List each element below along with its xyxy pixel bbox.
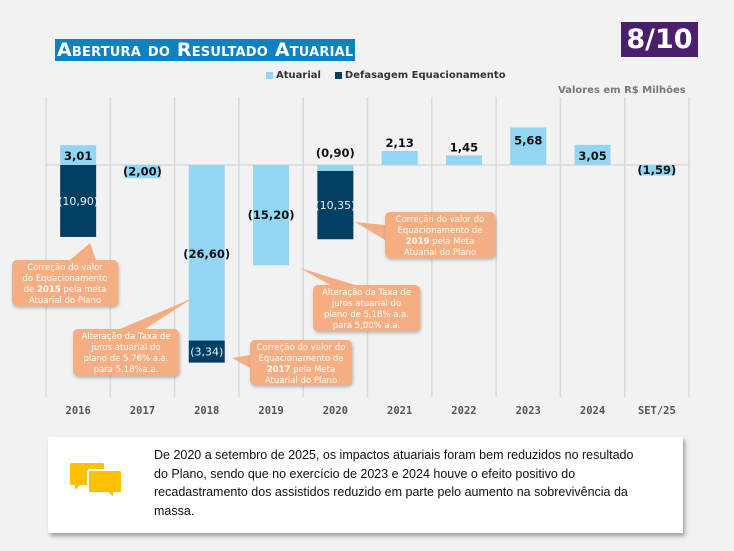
callout-line: para 5,00% a.a. — [332, 321, 401, 331]
page-title: Abertura do Resultado Atuarial — [55, 39, 356, 61]
callout-line: Equacionamento de — [397, 226, 483, 236]
x-tick-label: 2019 — [258, 405, 283, 417]
data-label-defasagem-2020: (10,35) — [315, 199, 355, 212]
legend-item-defasagem: Defasagem Equacionamento — [334, 70, 506, 81]
callout-line: plano de 5,76% a.a. — [83, 354, 169, 364]
callout-line: Atuarial do Plano — [403, 248, 477, 258]
callout-c2015: Correção do valor do Equacionamento de 201… — [12, 260, 118, 306]
x-tick-label: 2016 — [66, 405, 91, 417]
data-label-atuarial-2019: (15,20) — [248, 208, 295, 222]
bar-atuarial-2017 — [124, 165, 161, 179]
callout-line: Equacionamento de — [258, 354, 344, 364]
callout-pointer — [355, 222, 385, 240]
callout-line: Atuarial do Plano — [264, 376, 338, 386]
callout-line: Alteração da Taxa de — [81, 332, 171, 342]
callout-pointer — [300, 268, 355, 285]
x-tick-label: 2020 — [323, 405, 348, 417]
callout-line: Alteração da Taxa de — [321, 288, 412, 298]
data-label-atuarial-2021: 2,13 — [385, 136, 413, 150]
x-tick-label: 2021 — [387, 405, 412, 417]
x-tick-label: 2018 — [194, 405, 219, 417]
callout-line: Atuarial do Plano — [28, 296, 102, 306]
callout-line: plano de 5,18% a.a. — [323, 310, 410, 320]
data-label-atuarial-2017: (2,00) — [123, 165, 162, 179]
bar-atuarial-2016 — [60, 145, 97, 165]
x-tick-label: SET/25 — [638, 405, 676, 417]
bar-atuarial-SET/25 — [638, 165, 675, 176]
data-label-defasagem-2016: (10,90) — [58, 195, 98, 208]
legend-label-defasagem: Defasagem Equacionamento — [344, 70, 506, 81]
callout-line: Correção do valor — [27, 263, 103, 273]
data-label-atuarial-2018: (26,60) — [183, 247, 230, 261]
bar-atuarial-2019 — [253, 165, 290, 266]
data-label-atuarial-2020: (0,90) — [316, 146, 355, 160]
callout-ctaxa1: Alteração da Taxa de juros atuarial do pla… — [73, 329, 179, 376]
callout-pointer — [70, 243, 96, 260]
callout-line: para 5,18%a.a. — [93, 365, 159, 375]
bar-atuarial-2018 — [188, 165, 225, 341]
bar-chart: 3,01 (10,90) 2016 (2,00) 2017 (26,60) (3,34) 20… — [45, 97, 690, 417]
bar-atuarial-2021 — [381, 150, 418, 165]
x-tick-label: 2022 — [451, 405, 476, 417]
note-box: De 2020 a setembro de 2025, os impactos … — [48, 437, 683, 533]
x-tick-label: 2017 — [130, 405, 155, 417]
callout-line: de 2015 pela meta — [23, 285, 107, 295]
data-label-atuarial-2023: 5,68 — [514, 134, 542, 148]
callout-line: juros atuarial do — [331, 299, 402, 309]
x-tick-label: 2024 — [580, 405, 605, 417]
callout-line: do Equacionamento — [22, 274, 108, 284]
callout-pointer — [120, 298, 193, 329]
bar-defasagem-2018 — [188, 340, 225, 363]
legend-label-atuarial: Atuarial — [276, 70, 321, 81]
bar-atuarial-2023 — [510, 127, 547, 165]
speech-bubbles-icon — [70, 463, 123, 502]
data-label-atuarial-2016: 3,01 — [64, 149, 92, 163]
callout-c2019: Correção do valor do Equacionamento de 201… — [385, 212, 495, 258]
legend-item-atuarial: Atuarial — [266, 70, 321, 81]
chart-legend: Atuarial Defasagem Equacionamento — [266, 70, 506, 81]
callout-line: juros atuarial do — [91, 343, 161, 353]
note-text: De 2020 a setembro de 2025, os impactos … — [154, 448, 634, 518]
bar-defasagem-2016 — [60, 165, 97, 237]
bar-atuarial-2024 — [574, 144, 611, 165]
data-label-atuarial-2024: 3,05 — [578, 149, 606, 163]
data-label-defasagem-2018: (3,34) — [190, 346, 223, 359]
page-number-badge: 8/10 — [621, 22, 698, 57]
bar-defasagem-2020 — [317, 170, 354, 240]
callout-pointer — [232, 355, 250, 368]
data-label-atuarial-SET/25: (1,59) — [637, 163, 676, 177]
callout-c2017: Correção do valor do Equacionamento de 201… — [250, 340, 352, 386]
callout-line: 2017 pela Meta — [266, 365, 336, 375]
bar-atuarial-2020 — [317, 165, 354, 171]
data-label-atuarial-2022: 1,45 — [450, 140, 478, 154]
legend-swatch-atuarial — [266, 72, 273, 79]
legend-swatch-defasagem — [334, 72, 342, 79]
x-tick-label: 2023 — [516, 405, 541, 417]
callout-line: Correção do valor do — [395, 215, 485, 225]
callout-line: 2019 pela Meta — [405, 237, 475, 247]
units-label: Valores em R$ Milhões — [558, 85, 686, 96]
callout-ctaxa2: Alteração da Taxa de juros atuarial do pla… — [313, 285, 420, 331]
callout-line: Correção do valor do — [256, 343, 346, 353]
bar-atuarial-2022 — [445, 155, 482, 165]
